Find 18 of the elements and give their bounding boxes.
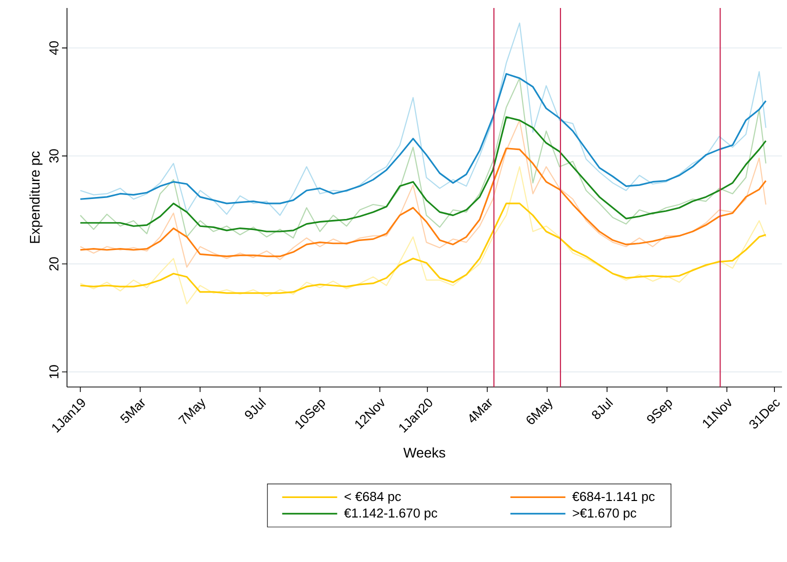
legend-label: < €684 pc: [344, 492, 401, 504]
legend-label: €684-1.141 pc: [572, 492, 655, 504]
y-tick-label: 20: [49, 257, 58, 270]
x-tick-label: 8Jul: [592, 398, 614, 420]
line-series: [80, 148, 767, 258]
x-axis-title: Weeks: [403, 447, 446, 458]
legend-label: >€1.670 pc: [572, 508, 636, 520]
y-tick-label: 30: [49, 149, 58, 163]
y-tick-label: 10: [49, 365, 58, 378]
line-series: [80, 73, 767, 204]
line-series: [80, 78, 766, 239]
line-series: [80, 22, 766, 216]
x-tick-label: 9Jul: [245, 398, 266, 420]
y-tick-label: 40: [49, 41, 58, 55]
y-axis-title: Expenditure pc: [29, 151, 42, 243]
line-series: [80, 120, 766, 268]
line-series: [80, 166, 766, 304]
legend-label: €1.142-1.670 pc: [344, 508, 438, 520]
